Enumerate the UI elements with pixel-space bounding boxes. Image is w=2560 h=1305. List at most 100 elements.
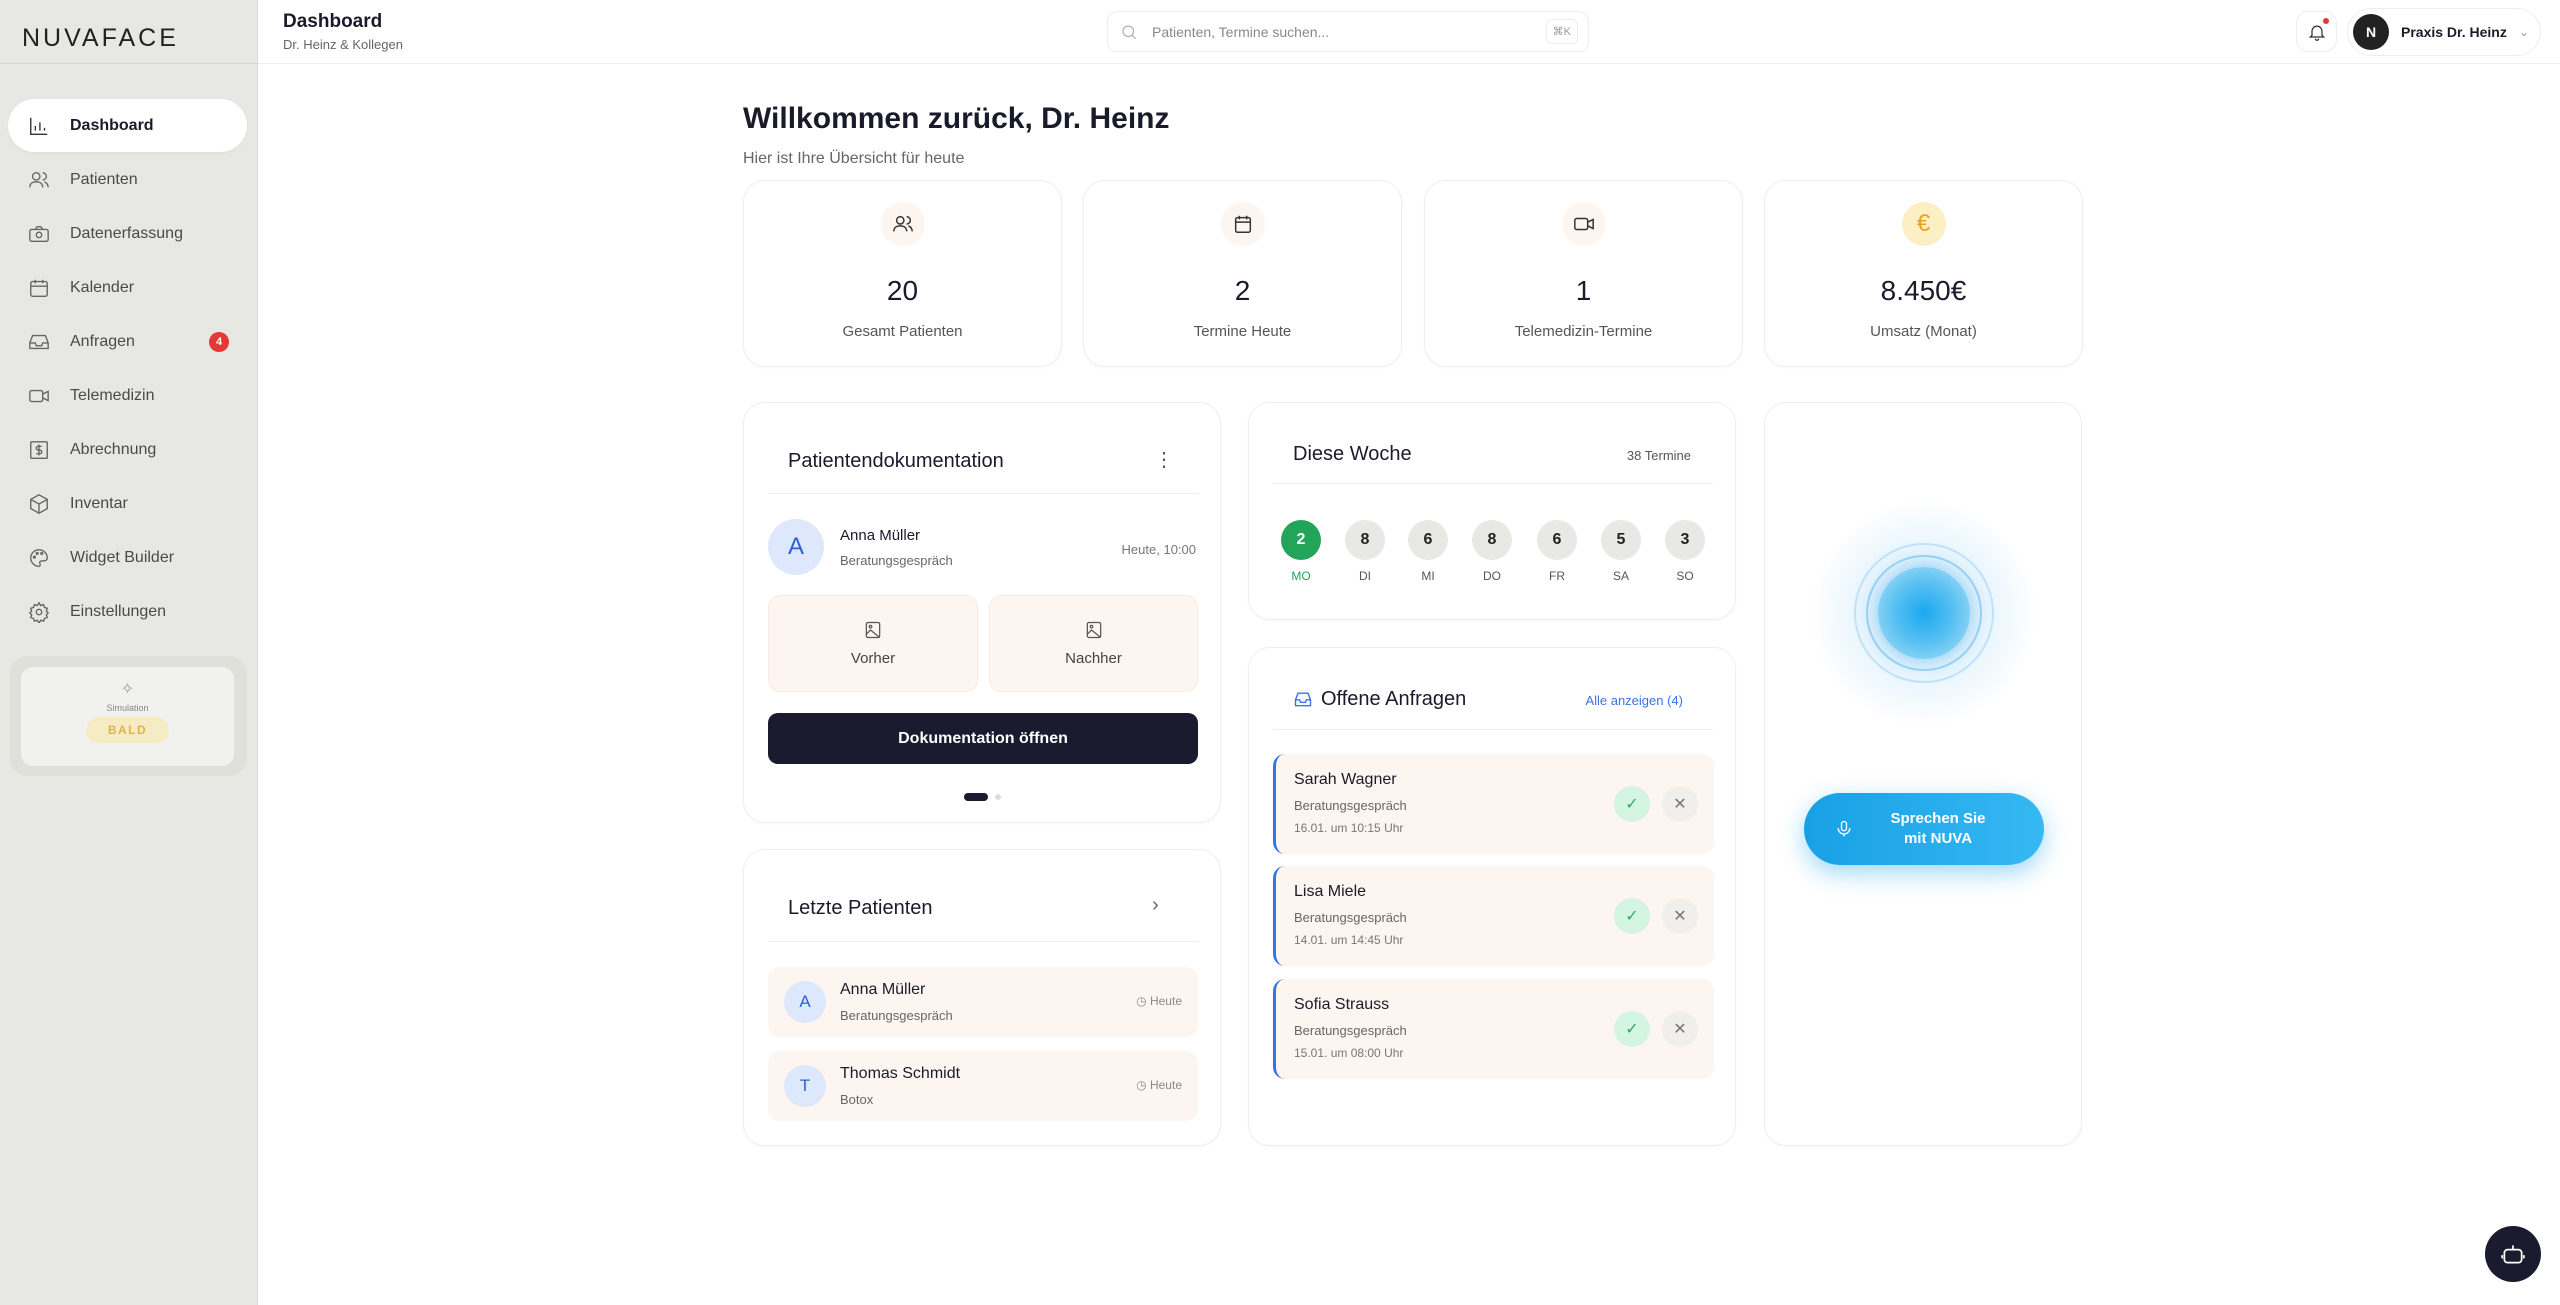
bell-icon (2308, 25, 2325, 41)
sidebar-item-label: Widget Builder (70, 548, 175, 566)
welcome-title: Willkommen zurück, Dr. Heinz (743, 102, 1170, 135)
stat-card-patients[interactable]: 20 Gesamt Patienten (743, 180, 1062, 367)
check-icon: ✓ (1625, 908, 1639, 925)
request-date: 15.01. um 08:00 Uhr (1294, 1046, 1404, 1060)
day-count[interactable]: 6 (1537, 520, 1577, 560)
appointment-type: Beratungsgespräch (840, 1008, 953, 1023)
day-count[interactable]: 8 (1472, 520, 1512, 560)
before-photo-button[interactable]: Vorher (768, 595, 978, 692)
day-label: DO (1483, 569, 1501, 583)
avatar: T (784, 1065, 826, 1107)
accept-button[interactable]: ✓ (1614, 1011, 1650, 1047)
bot-icon (2501, 1245, 2525, 1264)
sidebar-item-patienten[interactable]: Patienten (8, 153, 247, 206)
sidebar-item-label: Telemedizin (70, 386, 155, 404)
stat-card-appointments[interactable]: 2 Termine Heute (1083, 180, 1402, 367)
request-date: 16.01. um 10:15 Uhr (1294, 821, 1404, 835)
appointment-type: Beratungsgespräch (840, 553, 953, 568)
talk-button-label: Sprechen Sie mit NUVA (1890, 810, 1986, 847)
sidebar-item-anfragen[interactable]: Anfragen 4 (8, 315, 247, 368)
sidebar-item-kalender[interactable]: Kalender (8, 261, 247, 314)
voice-orb-ring (1866, 555, 1982, 671)
patient-row[interactable]: A Anna Müller Beratungsgespräch ◷ Heute (768, 967, 1198, 1037)
decline-button[interactable]: ✕ (1662, 786, 1698, 822)
request-name: Sarah Wagner (1294, 771, 1397, 788)
stat-card-telemedicine[interactable]: 1 Telemedizin-Termine (1424, 180, 1743, 367)
stat-card-revenue[interactable]: €8.450€ Umsatz (Monat) (1764, 180, 2083, 367)
divider (768, 493, 1198, 494)
requests-card: Offene Anfragen Alle anzeigen (4) Sarah … (1248, 647, 1736, 1146)
sidebar-item-widget-builder[interactable]: Widget Builder (8, 531, 247, 584)
card-title: Patientendokumentation (788, 450, 1004, 472)
sidebar-item-telemedizin[interactable]: Telemedizin (8, 369, 247, 422)
chevron-right-icon[interactable]: › (1152, 894, 1159, 916)
day-count[interactable]: 8 (1345, 520, 1385, 560)
notifications-button[interactable] (2296, 11, 2337, 52)
voice-orb-ring (1854, 543, 1994, 683)
request-item[interactable]: Sofia Strauss Beratungsgespräch 15.01. um … (1273, 979, 1714, 1079)
after-label: Nachher (1065, 650, 1122, 667)
decline-button[interactable]: ✕ (1662, 898, 1698, 934)
more-options-icon[interactable]: ⋮ (1154, 449, 1174, 471)
open-documentation-button[interactable]: Dokumentation öffnen (768, 713, 1198, 764)
after-photo-button[interactable]: Nachher (989, 595, 1198, 692)
search-input[interactable]: Patienten, Termine suchen... ⌘K (1107, 11, 1589, 52)
inbox-icon (1294, 692, 1312, 707)
sidebar-item-label: Einstellungen (70, 602, 167, 620)
euro-icon: € (1901, 202, 1946, 246)
talk-to-nuva-button[interactable]: Sprechen Sie mit NUVA (1804, 793, 2044, 865)
day-count[interactable]: 5 (1601, 520, 1641, 560)
notification-dot (2323, 18, 2329, 24)
patient-row[interactable]: T Thomas Schmidt Botox ◷ Heute (768, 1051, 1198, 1121)
divider (1273, 729, 1713, 730)
accept-button[interactable]: ✓ (1614, 786, 1650, 822)
page-title: Dashboard (283, 11, 383, 32)
sidebar-item-label: Patienten (70, 170, 138, 188)
sidebar-item-label: Inventar (70, 494, 128, 512)
sidebar-item-dashboard[interactable]: Dashboard (8, 99, 247, 152)
camera-icon (29, 225, 49, 242)
day-label: SA (1612, 569, 1629, 583)
show-all-link[interactable]: Alle anzeigen (4) (1585, 693, 1683, 708)
sidebar-item-einstellungen[interactable]: Einstellungen (8, 585, 247, 638)
sidebar-item-label: Abrechnung (70, 440, 157, 458)
sidebar-item-abrechnung[interactable]: Abrechnung (8, 423, 247, 476)
close-icon: ✕ (1673, 908, 1687, 925)
request-item[interactable]: Lisa Miele Beratungsgespräch 14.01. um 14:… (1273, 866, 1714, 966)
clock-icon: ◷ (1136, 994, 1150, 1008)
day-count[interactable]: 6 (1408, 520, 1448, 560)
stat-label: Termine Heute (1193, 323, 1292, 340)
chatbot-button[interactable] (2485, 1226, 2541, 1282)
day-label: SO (1676, 569, 1694, 583)
day-label: FR (1549, 569, 1565, 583)
day-count[interactable]: 2 (1281, 520, 1321, 560)
video-icon (29, 389, 49, 402)
image-icon (1086, 621, 1101, 639)
patient-name: Thomas Schmidt (840, 1065, 961, 1082)
day-label: MO (1291, 569, 1311, 583)
simulation-card[interactable]: ✧ Simulation BALD (21, 667, 234, 766)
stat-value: 1 (1575, 275, 1592, 306)
accept-button[interactable]: ✓ (1614, 898, 1650, 934)
decline-button[interactable]: ✕ (1662, 1011, 1698, 1047)
carousel-dot[interactable] (995, 794, 1001, 800)
chevron-down-icon: ⌄ (2518, 25, 2529, 39)
profile-menu[interactable]: N Praxis Dr. Heinz ⌄ (2347, 8, 2541, 56)
inbox-icon (29, 334, 49, 349)
stat-label: Gesamt Patienten (842, 323, 963, 340)
gear-icon (28, 601, 50, 623)
coming-soon-badge: BALD (85, 717, 170, 743)
day-count[interactable]: 3 (1665, 520, 1705, 560)
voice-orb[interactable] (1878, 567, 1970, 659)
carousel-dot-active[interactable] (964, 793, 988, 801)
clock-icon: ◷ (1136, 1078, 1150, 1092)
search-icon (1122, 24, 1137, 39)
search-placeholder: Patienten, Termine suchen... (1152, 23, 1330, 40)
card-title: Offene Anfragen (1321, 688, 1467, 710)
appointment-type: Botox (840, 1092, 874, 1107)
voice-assistant-card: Sprechen Sie mit NUVA (1764, 402, 2082, 1146)
sidebar-item-datenerfassung[interactable]: Datenerfassung (8, 207, 247, 260)
divider (0, 63, 258, 64)
request-item[interactable]: Sarah Wagner Beratungsgespräch 16.01. um 1… (1273, 754, 1714, 854)
sidebar-item-inventar[interactable]: Inventar (8, 477, 247, 530)
